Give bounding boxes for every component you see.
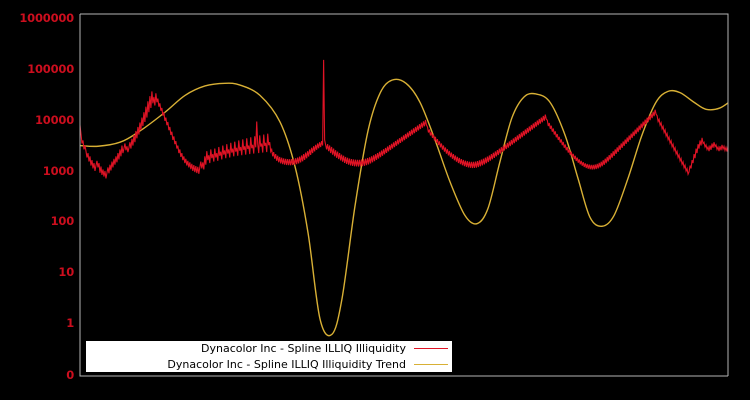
legend-entry-trend[interactable]: Dynacolor Inc - Spline ILLIQ Illiquidity… (86, 357, 452, 373)
chart-legend[interactable]: Dynacolor Inc - Spline ILLIQ Illiquidity… (86, 341, 452, 372)
y-axis-tick-label: 10000 (34, 112, 74, 127)
y-axis-tick-label: 100000 (27, 61, 74, 76)
y-axis-tick-label: 10 (58, 265, 74, 280)
legend-entry-series[interactable]: Dynacolor Inc - Spline ILLIQ Illiquidity (86, 341, 452, 357)
y-axis-tick-labels: 1000000 100000 10000 1000 100 10 1 0 (0, 0, 74, 400)
y-axis-tick-label: 100 (50, 214, 75, 229)
trend-line-path (80, 78, 728, 337)
line-swatch-trend (414, 363, 448, 365)
y-axis-tick-label: 0 (66, 368, 74, 382)
legend-label-series: Dynacolor Inc - Spline ILLIQ Illiquidity (201, 342, 406, 356)
axes-spines (79, 13, 729, 377)
legend-label-trend: Dynacolor Inc - Spline ILLIQ Illiquidity… (167, 357, 406, 371)
series-line-path (80, 59, 728, 179)
y-axis-tick-label: 1 (66, 316, 74, 330)
axes-background (80, 14, 728, 376)
y-axis-tick-label: 1000000 (19, 11, 74, 25)
line-swatch-series (414, 348, 448, 350)
y-axis-tick-label: 1000 (42, 163, 74, 178)
